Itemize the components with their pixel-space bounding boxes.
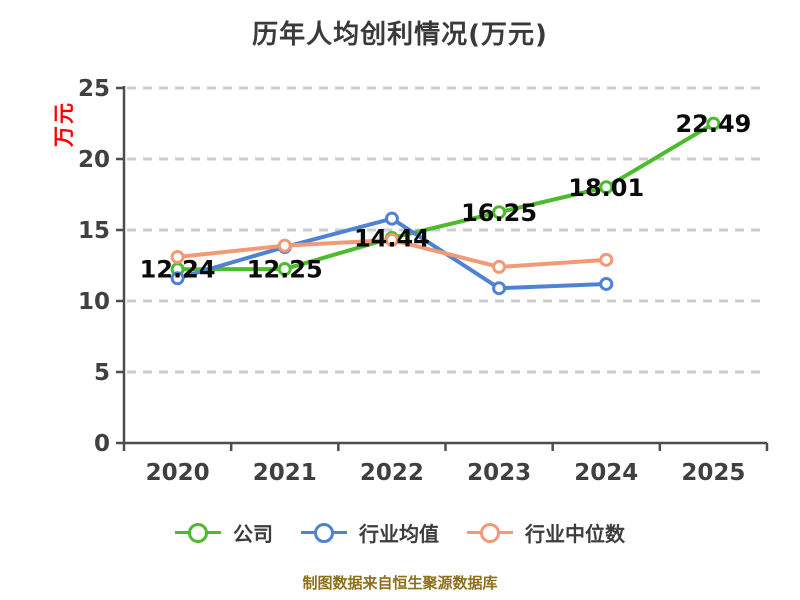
legend-marker-icon-company	[175, 522, 221, 543]
legend-circle-industry-median	[480, 522, 500, 543]
y-tick-label: 15	[78, 218, 110, 244]
data-label-company-2025: 22.49	[675, 110, 751, 138]
y-tick-label: 20	[78, 147, 110, 173]
data-label-company-2024: 18.01	[568, 174, 644, 202]
y-tick-label: 0	[94, 431, 110, 457]
x-tick-label: 2021	[253, 460, 317, 486]
legend-marker-icon-industry-avg	[301, 522, 347, 543]
data-point-industry-median-2023	[492, 259, 507, 274]
x-tick-label: 2020	[146, 460, 210, 486]
x-tick-label: 2025	[681, 460, 745, 486]
chart-legend: 公司 行业均值 行业中位数	[0, 518, 800, 547]
y-tick-label: 10	[78, 289, 110, 315]
legend-item-industry-avg: 行业均值	[301, 518, 439, 547]
data-point-industry-median-2021	[277, 238, 292, 253]
data-point-industry-avg-2024	[599, 276, 614, 291]
y-tick-label: 25	[78, 76, 110, 102]
data-label-company-2020: 12.24	[140, 256, 216, 284]
y-tick-label: 5	[94, 360, 110, 386]
x-tick-label: 2024	[574, 460, 638, 486]
series-line-company	[175, 121, 716, 272]
legend-label-industry-median: 行业中位数	[525, 522, 625, 546]
data-point-company-2024	[599, 180, 614, 195]
data-label-company-2023: 16.25	[461, 199, 537, 227]
data-point-industry-median-2020	[170, 249, 185, 264]
legend-item-company: 公司	[175, 518, 273, 547]
data-label-company-2021: 12.25	[247, 256, 323, 284]
legend-label-company: 公司	[233, 522, 273, 546]
data-source-note: 制图数据来自恒生聚源数据库	[302, 574, 498, 592]
data-point-company-2025	[706, 116, 721, 131]
legend-marker-icon-industry-median	[467, 522, 513, 543]
legend-item-industry-median: 行业中位数	[467, 518, 625, 547]
legend-circle-industry-avg	[314, 522, 334, 543]
data-point-industry-avg-2022	[384, 211, 399, 226]
data-point-industry-median-2024	[599, 252, 614, 267]
legend-label-industry-avg: 行业均值	[359, 522, 439, 546]
data-point-industry-avg-2020	[170, 271, 185, 286]
legend-circle-company	[188, 522, 208, 543]
x-tick-label: 2022	[360, 460, 424, 486]
data-point-company-2023	[492, 205, 507, 220]
data-point-industry-median-2022	[384, 232, 399, 247]
x-tick-label: 2023	[467, 460, 531, 486]
chart-title: 历年人均创利情况(万元)	[252, 20, 548, 50]
data-point-industry-avg-2023	[492, 281, 507, 296]
data-point-company-2021	[277, 262, 292, 277]
data-label-company-2022: 14.44	[354, 224, 430, 252]
